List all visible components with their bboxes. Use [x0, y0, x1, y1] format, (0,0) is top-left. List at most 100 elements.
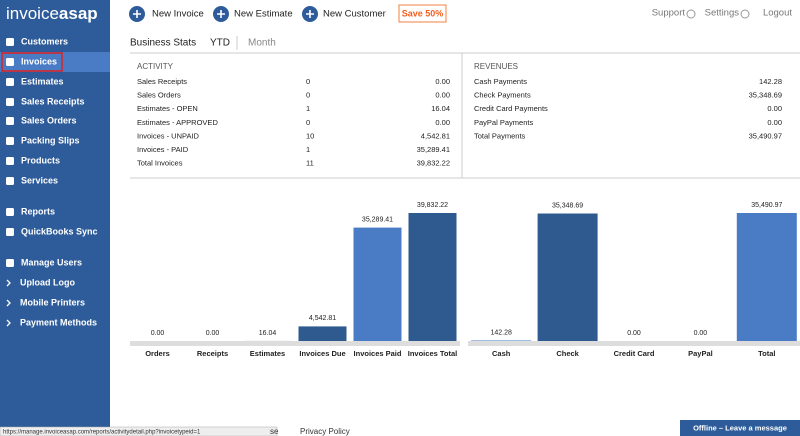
- value-label: 0.00: [627, 330, 641, 337]
- row-label: PayPal Payments: [474, 118, 533, 127]
- menu-item[interactable]: Reports: [21, 206, 55, 216]
- category-label: Orders: [145, 349, 170, 358]
- menu-icon: [6, 117, 14, 125]
- menu-icon: [6, 137, 14, 145]
- plus-glyph: [306, 10, 314, 18]
- row-count: 11: [306, 159, 314, 168]
- category-label: Cash: [492, 349, 511, 358]
- chevron-icon: [6, 319, 11, 327]
- value-label: 35,348.69: [552, 202, 583, 209]
- row-label: Total Invoices: [137, 159, 183, 168]
- row-label: Total Payments: [474, 131, 526, 140]
- chevron-icon: [6, 299, 11, 307]
- bar: [471, 340, 532, 341]
- toolbar-action[interactable]: New Estimate: [234, 9, 293, 20]
- menu-item[interactable]: Sales Receipts: [21, 96, 85, 106]
- logo-part: invoice: [6, 4, 59, 23]
- toolbar-action[interactable]: New Invoice: [152, 9, 204, 20]
- menu-item[interactable]: Mobile Printers: [20, 297, 85, 307]
- chevron-icon: [6, 279, 11, 287]
- value-label: 4,542.81: [309, 315, 336, 322]
- menu-icon: [6, 38, 14, 46]
- row-count: 10: [306, 131, 314, 140]
- menu-icon: [6, 177, 14, 185]
- link-icon: [686, 9, 696, 19]
- row-count: 1: [306, 145, 310, 154]
- menu-icon: [6, 228, 14, 236]
- category-label: Invoices Paid: [354, 349, 402, 358]
- row-label: Estimates - OPEN: [137, 104, 198, 113]
- row-count: 0: [306, 118, 310, 127]
- tab[interactable]: Business Stats: [130, 38, 196, 49]
- value-label: 0.00: [694, 330, 708, 337]
- menu-icon: [6, 259, 14, 267]
- menu-item[interactable]: Estimates: [21, 76, 64, 86]
- logo[interactable]: invoiceasap: [6, 4, 98, 23]
- category-label: PayPal: [688, 349, 713, 358]
- status-url: https://manage.invoiceasap.com/reports/a…: [3, 430, 201, 436]
- menu-item[interactable]: Products: [21, 155, 60, 165]
- toolbar-action[interactable]: New Customer: [323, 9, 386, 20]
- chat-button[interactable]: Offline – Leave a message: [693, 423, 787, 432]
- row-count: 0: [306, 77, 310, 86]
- footer-link[interactable]: se: [270, 427, 279, 436]
- menu-item[interactable]: QuickBooks Sync: [21, 226, 98, 236]
- menu-item[interactable]: Packing Slips: [21, 135, 80, 145]
- tab[interactable]: YTD: [210, 38, 230, 49]
- menu-item[interactable]: Upload Logo: [20, 277, 75, 287]
- row-amount: 16.04: [431, 104, 450, 113]
- row-label: Invoices - PAID: [137, 145, 189, 154]
- category-label: Invoices Total: [408, 349, 457, 358]
- chart-baseline: [130, 341, 460, 346]
- promo-button[interactable]: Save 50%: [402, 8, 444, 18]
- menu-icon: [6, 78, 14, 86]
- toolbar-link[interactable]: Logout: [763, 8, 792, 19]
- row-label: Estimates - APPROVED: [137, 118, 218, 127]
- row-amount: 0.00: [767, 118, 782, 127]
- row-amount: 0.00: [767, 104, 782, 113]
- menu-icon: [6, 157, 14, 165]
- menu-item[interactable]: Services: [21, 175, 58, 185]
- row-label: Invoices - UNPAID: [137, 131, 200, 140]
- bar: [353, 227, 402, 341]
- row-count: 1: [306, 104, 310, 113]
- row-amount: 142.28: [759, 77, 782, 86]
- section-title: REVENUES: [474, 62, 518, 71]
- row-amount: 4,542.81: [421, 131, 450, 140]
- category-label: Estimates: [250, 349, 285, 358]
- promo-box: [398, 4, 447, 23]
- category-label: Receipts: [197, 349, 228, 358]
- menu-item[interactable]: Invoices: [21, 56, 57, 66]
- row-amount: 0.00: [435, 77, 450, 86]
- menu-item[interactable]: Manage Users: [21, 257, 82, 267]
- menu-icon: [6, 208, 14, 216]
- footer-link[interactable]: Privacy Policy: [300, 427, 350, 436]
- status-bar: [0, 426, 278, 436]
- category-label: Total: [758, 349, 775, 358]
- bar: [408, 213, 457, 341]
- active-item-outline: [1, 52, 63, 72]
- tab[interactable]: Month: [248, 38, 276, 49]
- row-label: Credit Card Payments: [474, 104, 548, 113]
- value-label: 35,289.41: [362, 216, 393, 223]
- menu-item[interactable]: Customers: [21, 36, 68, 46]
- menu-item[interactable]: Sales Orders: [21, 115, 77, 125]
- menu-item[interactable]: Payment Methods: [20, 317, 97, 327]
- category-label: Credit Card: [614, 349, 655, 358]
- row-label: Sales Orders: [137, 91, 181, 100]
- toolbar-link[interactable]: Settings: [705, 8, 740, 19]
- toolbar-link[interactable]: Support: [652, 8, 686, 19]
- plus-glyph: [133, 10, 141, 18]
- row-amount: 35,348.69: [749, 91, 782, 100]
- category-label: Invoices Due: [299, 349, 345, 358]
- sidebar: [0, 0, 110, 436]
- value-label: 0.00: [206, 330, 220, 337]
- row-amount: 0.00: [435, 118, 450, 127]
- row-label: Sales Receipts: [137, 77, 187, 86]
- chart-baseline: [468, 341, 800, 346]
- row-amount: 35,289.41: [417, 145, 450, 154]
- plus-glyph: [217, 10, 225, 18]
- active-item-bg: [0, 52, 110, 72]
- value-label: 142.28: [490, 329, 512, 336]
- row-label: Check Payments: [474, 91, 531, 100]
